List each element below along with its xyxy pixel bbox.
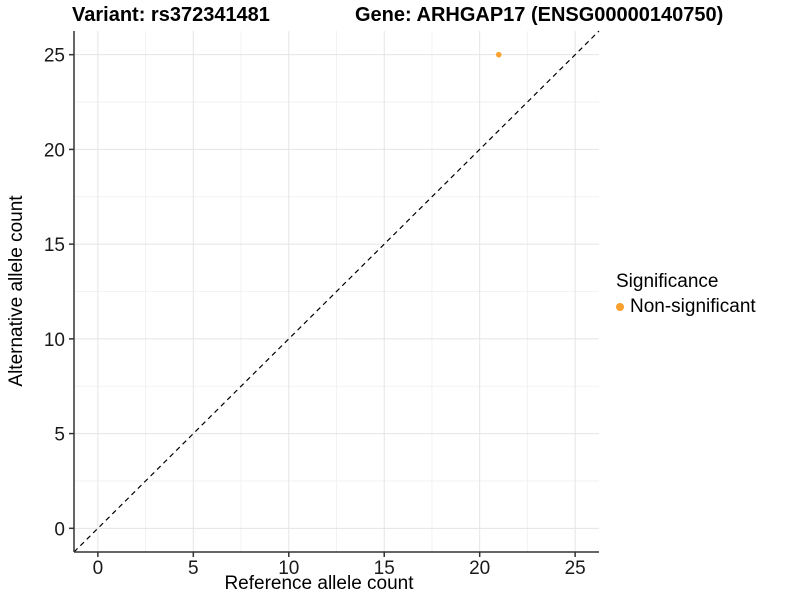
- x-tick-label: 0: [93, 558, 104, 579]
- x-tick-label: 5: [188, 558, 199, 579]
- data-point: [495, 51, 502, 58]
- x-tick-label: 15: [374, 558, 395, 579]
- identity-reference-line: [73, 30, 600, 553]
- plot-title-variant: Variant: rs372341481: [72, 4, 270, 26]
- legend-point-icon: [616, 303, 624, 311]
- y-tick-label: 15: [44, 235, 65, 256]
- legend-item-label: Non-significant: [630, 296, 756, 317]
- y-tick-label: 0: [54, 519, 65, 540]
- legend-item: Non-significant: [616, 296, 756, 318]
- y-tick-label: 10: [44, 330, 65, 351]
- x-tick-label: 25: [565, 558, 586, 579]
- y-tick-label: 20: [44, 140, 65, 161]
- y-axis-label: Alternative allele count: [6, 195, 27, 387]
- x-tick-label: 20: [469, 558, 490, 579]
- y-tick-label: 25: [44, 46, 65, 67]
- x-tick-label: 10: [278, 558, 299, 579]
- x-axis-label: Reference allele count: [224, 573, 414, 594]
- legend-title: Significance: [616, 271, 719, 292]
- legend: Significance Non-significant: [616, 271, 756, 318]
- y-tick-label: 5: [54, 425, 65, 446]
- plot-title-gene: Gene: ARHGAP17 (ENSG00000140750): [355, 4, 724, 26]
